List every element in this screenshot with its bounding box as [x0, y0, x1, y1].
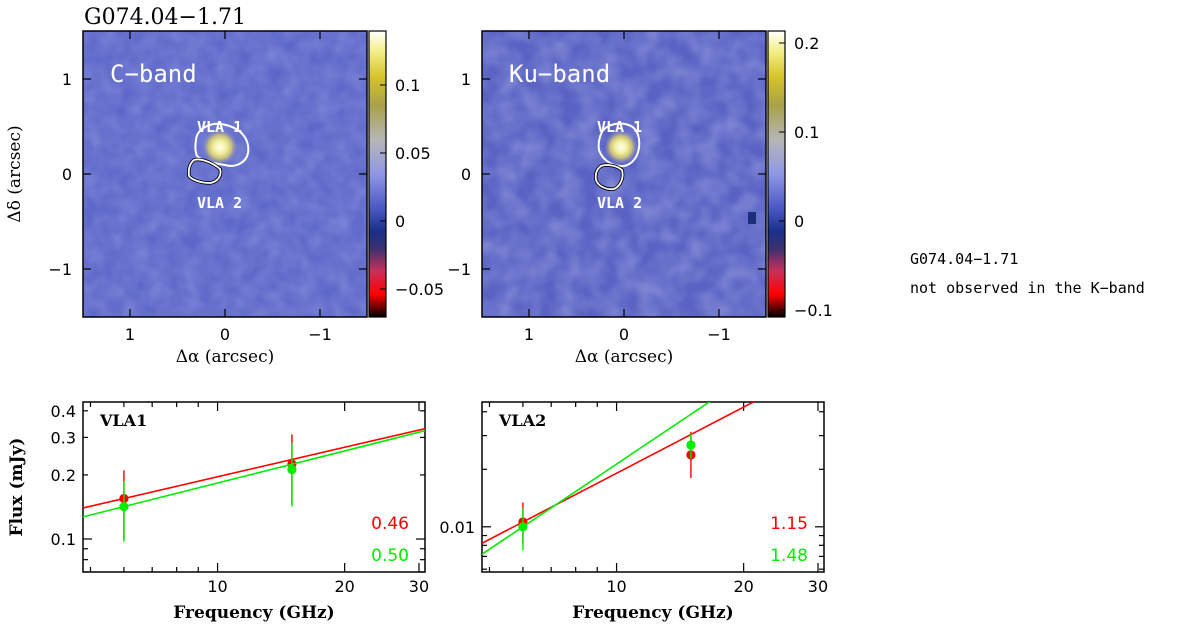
colorbar-tick-label: 0.1 — [794, 123, 819, 142]
x-tick-label: −1 — [707, 325, 731, 344]
y-tick-label: 1 — [62, 70, 72, 89]
colorbar-tick-label: 0 — [395, 212, 405, 231]
x-tick-label: 30 — [808, 577, 828, 596]
band-label: C−band — [110, 60, 197, 88]
y-tick-label: 0 — [461, 165, 471, 184]
plot-title: VLA2 — [498, 411, 546, 430]
fit-line-red — [83, 427, 425, 509]
x-tick-label: 1 — [125, 325, 135, 344]
y-tick-label: 0 — [62, 165, 72, 184]
y-axis-label: Δδ (arcsec) — [5, 125, 25, 222]
colorbar-tick-label: 0.1 — [395, 76, 420, 95]
map-ticks — [482, 31, 766, 317]
fit-line-green — [482, 402, 711, 555]
index-label-red: 0.46 — [371, 514, 409, 534]
note-line-1: G074.04−1.71 — [910, 250, 1018, 268]
contour-vla2 — [594, 164, 624, 191]
data-point-green — [686, 440, 696, 450]
index-label-green: 0.50 — [371, 546, 409, 566]
x-tick-label: 0 — [619, 325, 629, 344]
fit-line-green — [83, 429, 425, 518]
x-tick-label: 20 — [334, 577, 354, 596]
y-tick-label: 0.4 — [51, 402, 76, 421]
data-point-green — [287, 464, 297, 475]
x-axis-label: Δα (arcsec) — [575, 347, 674, 367]
index-label-red: 1.15 — [770, 514, 808, 534]
plot-frame — [82, 401, 426, 573]
note-line-2: not observed in the K−band — [910, 279, 1145, 297]
colorbar-ticks — [380, 84, 386, 290]
colorbar-tick-label: 0.2 — [794, 34, 819, 53]
plot-frame — [481, 401, 825, 573]
contour-vla1 — [597, 122, 641, 168]
fit-line-red — [482, 402, 756, 544]
plot-area — [482, 402, 756, 555]
x-axis-label: Frequency (GHz) — [572, 603, 733, 623]
source-peak — [604, 130, 638, 164]
figure-title: G074.04−1.71 — [84, 5, 246, 30]
colorbar-ticks — [779, 42, 785, 311]
y-tick-label: 1 — [461, 70, 471, 89]
contour-vla1 — [194, 122, 250, 167]
x-tick-label: 1 — [524, 325, 534, 344]
source-label-vla2: VLA 2 — [597, 194, 642, 212]
x-tick-label: 0 — [220, 325, 230, 344]
contour-vla2 — [187, 158, 222, 184]
y-tick-label: 0.1 — [51, 530, 76, 549]
colorbar-tick-label: −0.05 — [395, 280, 444, 299]
x-tick-label: 30 — [409, 577, 429, 596]
source-peak — [202, 129, 238, 165]
y-tick-label: 0.01 — [439, 518, 475, 537]
x-tick-label: −1 — [308, 325, 332, 344]
band-label: Ku−band — [509, 60, 610, 88]
x-axis-label: Frequency (GHz) — [173, 603, 334, 623]
sed-plot-vla2: VLA2 Frequency (GHz) 10 20 30 0.01 1.15 1.48 — [439, 401, 828, 623]
y-tick-label: 0.3 — [51, 428, 76, 447]
sed-plot-vla1: VLA1 Frequency (GHz) Flux (mJy) 10 20 300.… — [7, 401, 429, 623]
data-point-green — [518, 522, 528, 532]
map-ku-band: Ku−band VLA 1 VLA 2 1 0 −1 1 0 −1 Δα (ar… — [447, 30, 833, 367]
colorbar-tick-label: 0.05 — [395, 144, 431, 163]
index-label-green: 1.48 — [770, 546, 808, 566]
source-label-vla1: VLA 1 — [197, 118, 242, 136]
map-c-band: C−band VLA 1 VLA 2 1 0 −1 1 0 −1 Δα (arc… — [5, 30, 444, 367]
source-label-vla2: VLA 2 — [197, 194, 242, 212]
x-tick-label: 20 — [733, 577, 753, 596]
x-tick-label: 10 — [207, 577, 227, 596]
noise-pixel — [748, 212, 756, 224]
y-tick-label: −1 — [447, 260, 471, 279]
data-point-green — [119, 501, 129, 512]
map-noise — [83, 31, 367, 317]
plot-title: VLA1 — [99, 411, 147, 430]
colorbar — [767, 30, 786, 318]
y-tick-label: −1 — [48, 260, 72, 279]
x-tick-label: 10 — [606, 577, 626, 596]
colorbar — [368, 30, 387, 318]
source-label-vla1: VLA 1 — [597, 118, 642, 136]
colorbar-tick-label: −0.1 — [794, 301, 833, 320]
colorbar-tick-label: 0 — [794, 212, 804, 231]
x-axis-label: Δα (arcsec) — [176, 347, 275, 367]
y-axis-label: Flux (mJy) — [7, 438, 27, 537]
y-tick-label: 0.2 — [51, 466, 76, 485]
plot-area — [83, 427, 425, 542]
map-ticks — [83, 31, 367, 317]
